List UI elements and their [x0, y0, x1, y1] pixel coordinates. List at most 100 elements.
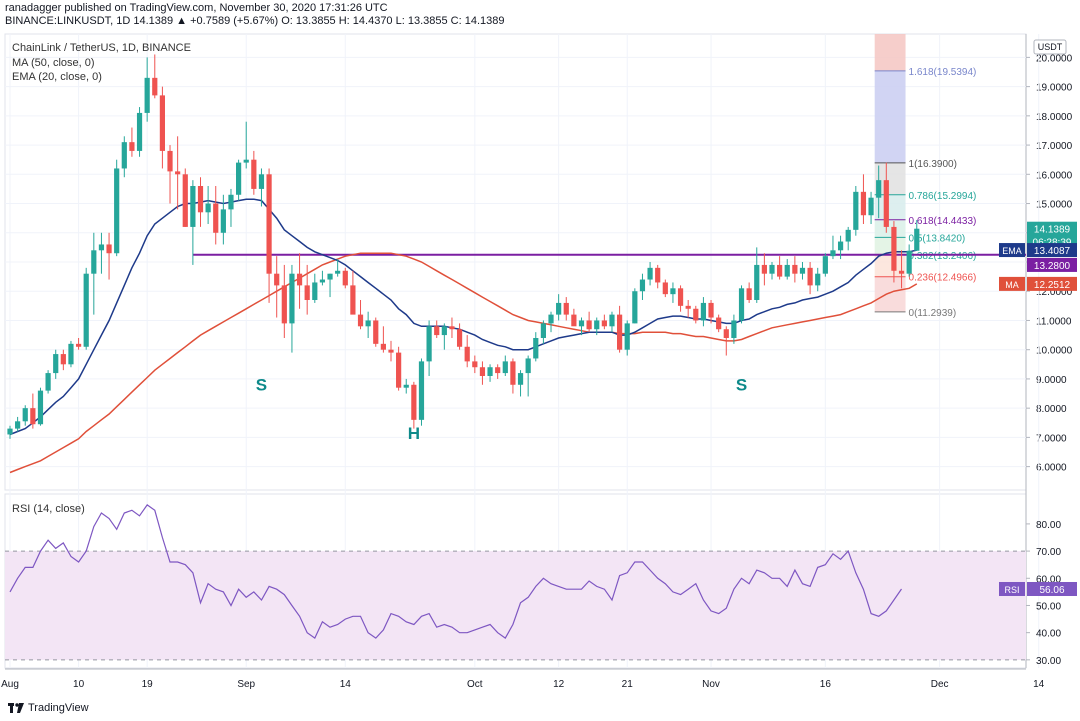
candle-body [380, 343, 386, 350]
candle-body [335, 270, 341, 274]
candle-body [891, 226, 897, 271]
price-tick-label: 17.0000 [1036, 141, 1073, 152]
time-tick-label: 14 [1033, 679, 1045, 690]
candle-body [525, 358, 531, 374]
price-tag-value: 13.2800 [1034, 261, 1071, 272]
candle-body [830, 250, 836, 257]
candle-body [601, 320, 607, 327]
candle-body [548, 314, 554, 324]
price-tick-label: 9.0000 [1036, 375, 1067, 386]
fib-band [874, 237, 906, 255]
candle-body [594, 320, 600, 330]
fib-level-label: 0.5(13.8420) [909, 233, 966, 244]
fib-level-label: 0.382(13.2406) [909, 251, 977, 262]
candle-body [304, 285, 310, 300]
candle-body [182, 174, 188, 227]
candle-body [296, 273, 303, 286]
ema-line [9, 198, 917, 436]
rsi-tick-label: 30.00 [1036, 656, 1061, 667]
candle-body [487, 367, 493, 376]
candle-body [914, 228, 920, 251]
candle-body [251, 159, 257, 189]
candle-body [761, 264, 767, 274]
candle-body [876, 180, 882, 198]
candle-body [662, 282, 668, 295]
candle-body [266, 174, 272, 274]
candle-body [639, 279, 646, 292]
footer-brand[interactable]: TradingView [8, 702, 89, 714]
candle-body [502, 361, 508, 374]
candle-body [342, 270, 348, 286]
candle-body [388, 349, 394, 353]
candle-body [418, 361, 425, 420]
candle-body [312, 282, 318, 300]
legend-rsi[interactable]: RSI (14, close) [12, 503, 85, 515]
footer-brand-label: TradingView [28, 702, 89, 714]
header-line-2: BINANCE:LINKUSDT, 1D 14.1389 ▲ +0.7589 (… [5, 15, 505, 27]
price-tick-label: 7.0000 [1036, 433, 1067, 444]
candle-body [121, 142, 127, 169]
legend-ma[interactable]: MA (50, close, 0) [12, 57, 95, 69]
candle-body [693, 308, 699, 321]
price-tick-label: 12.0000 [1036, 287, 1073, 298]
candle-body [197, 186, 204, 213]
time-tick-label: 10 [73, 679, 85, 690]
candle-body [236, 162, 242, 195]
candle-body [136, 112, 143, 151]
price-tick-label: 10.0000 [1036, 346, 1073, 357]
candle-body [853, 191, 859, 230]
legend-title: ChainLink / TetherUS, 1D, BINANCE [12, 42, 191, 54]
candle-body [274, 273, 280, 286]
candle-body [799, 267, 806, 274]
price-tick-label: 15.0000 [1036, 200, 1073, 211]
rsi-tag-name-bg [999, 581, 1025, 596]
time-tick-label: Nov [702, 679, 720, 690]
ma-line [9, 252, 918, 474]
candle-body [281, 285, 287, 324]
candle-body [540, 323, 546, 338]
rsi-tag-value: 56.06 [1039, 585, 1064, 596]
candle-body [533, 338, 539, 359]
candle-body [75, 343, 82, 347]
candle-body [464, 346, 470, 362]
price-tick-label: 20.0000 [1036, 53, 1073, 64]
candle-body [517, 373, 524, 385]
currency-label: USDT [1038, 42, 1063, 52]
candle-body [205, 203, 211, 213]
pattern-label: H [408, 424, 420, 443]
currency-badge [1033, 39, 1067, 55]
candle-body [83, 273, 89, 347]
fib-band [874, 254, 906, 277]
chart-canvas[interactable]: 6.0000 7.0000 8.0000 9.0000 10.0000 11.0000 12… [0, 0, 1080, 700]
rsi-tick-label: 80.00 [1036, 520, 1061, 531]
candle-body [441, 326, 447, 336]
rsi-tick-label: 60.00 [1036, 574, 1061, 585]
candle-body [883, 180, 889, 227]
candle-body [609, 314, 615, 327]
time-tick-label: Oct [467, 679, 483, 690]
candle-body [868, 197, 874, 216]
candle-body [556, 302, 562, 315]
candle-body [37, 390, 44, 425]
candle-body [670, 288, 676, 295]
candle-body [563, 302, 569, 315]
candle-body [60, 354, 66, 365]
candle-body [175, 171, 181, 175]
candle-body [91, 250, 97, 274]
fib-level-label: 1.618(19.5394) [909, 67, 977, 78]
candle-body [22, 408, 28, 422]
candle-body [365, 320, 371, 327]
legend-ema[interactable]: EMA (20, close, 0) [12, 71, 102, 83]
candle-body [411, 384, 417, 420]
candle-body [30, 408, 36, 425]
price-tag-value: 06:28:39 [1033, 238, 1072, 249]
candle-body [258, 174, 265, 189]
candle-body [403, 384, 409, 388]
candle-body [571, 314, 577, 327]
candle-body [449, 326, 455, 330]
candle-body [754, 264, 760, 300]
candle-body [7, 428, 13, 435]
rsi-tick-label: 50.00 [1036, 601, 1061, 612]
price-tick-label: 11.0000 [1036, 316, 1072, 327]
price-tick-label: 8.0000 [1036, 404, 1067, 415]
